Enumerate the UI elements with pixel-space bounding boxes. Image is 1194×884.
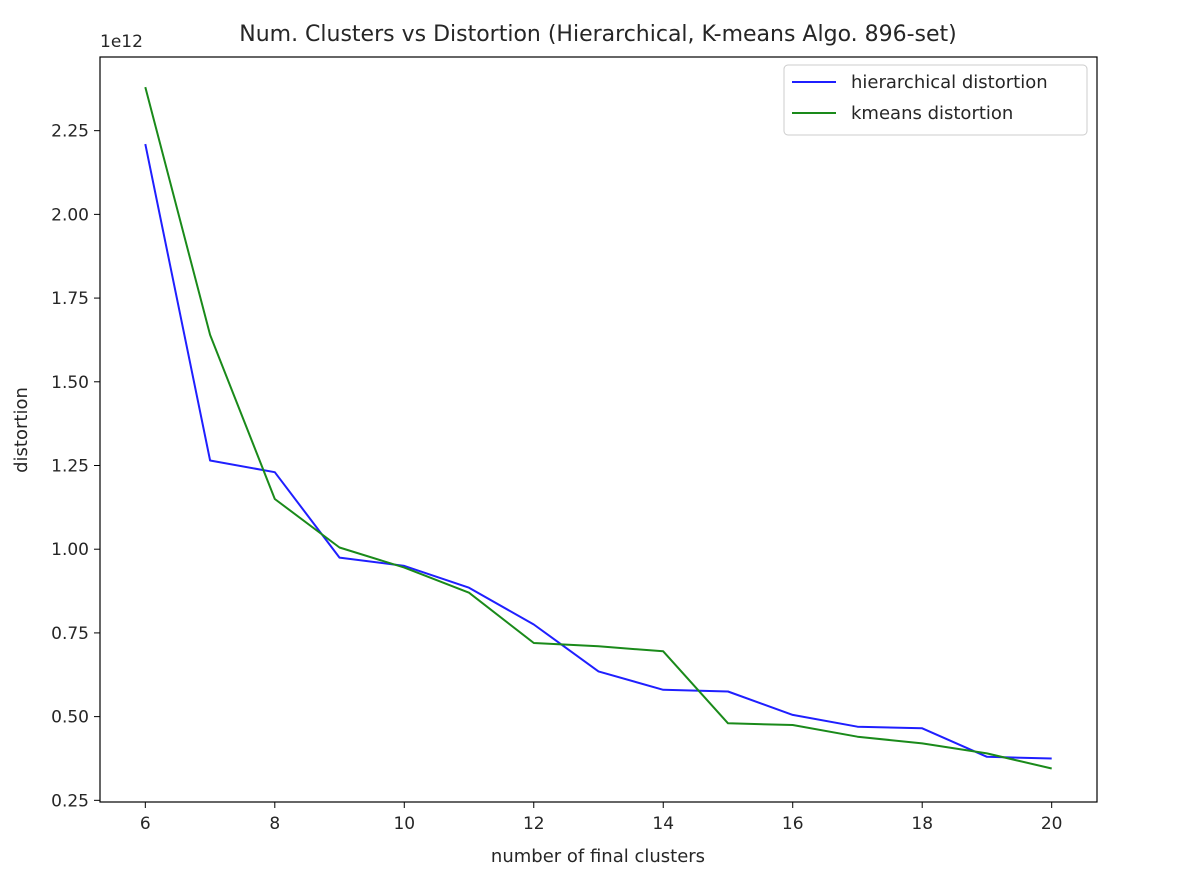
plot-frame xyxy=(99,56,1098,803)
y-tick-label: 0.75 xyxy=(51,624,89,644)
y-axis-ticks: 0.25 0.50 0.75 1.00 1.25 1.50 1.75 2.00 2.25 xyxy=(51,122,100,811)
y-tick-label: 2.25 xyxy=(51,122,89,142)
x-tick-label: 20 xyxy=(1041,814,1063,834)
y-tick-label: 1.50 xyxy=(51,373,89,393)
x-tick-label: 10 xyxy=(393,814,415,834)
legend-box xyxy=(783,64,1088,136)
chart-title: Num. Clusters vs Distortion (Hierarchica… xyxy=(239,22,957,47)
x-tick-label: 18 xyxy=(911,814,933,834)
legend-label-kmeans: kmeans distortion xyxy=(851,103,1013,124)
series-lines xyxy=(144,86,1052,770)
x-axis-ticks: 6 8 10 12 14 16 18 20 xyxy=(140,802,1063,834)
x-axis-label: number of final clusters xyxy=(491,846,705,867)
x-tick-label: 6 xyxy=(140,814,151,834)
y-axis-label: distortion xyxy=(11,387,32,473)
y-tick-label: 0.50 xyxy=(51,708,89,728)
y-tick-label: 1.00 xyxy=(51,540,89,560)
y-tick-label: 1.75 xyxy=(51,289,89,309)
legend-label-hierarchical: hierarchical distortion xyxy=(851,72,1048,93)
y-tick-label: 1.25 xyxy=(51,456,89,476)
x-tick-label: 16 xyxy=(782,814,804,834)
y-scale-label: 1e12 xyxy=(100,32,143,52)
x-tick-label: 8 xyxy=(269,814,280,834)
legend: hierarchical distortion kmeans distortio… xyxy=(783,64,1088,136)
x-tick-label: 14 xyxy=(652,814,674,834)
series-line-hierarchical xyxy=(144,143,1052,760)
y-tick-label: 2.00 xyxy=(51,205,89,225)
x-tick-label: 12 xyxy=(523,814,545,834)
series-line-kmeans xyxy=(144,86,1052,770)
y-tick-label: 0.25 xyxy=(51,791,89,811)
